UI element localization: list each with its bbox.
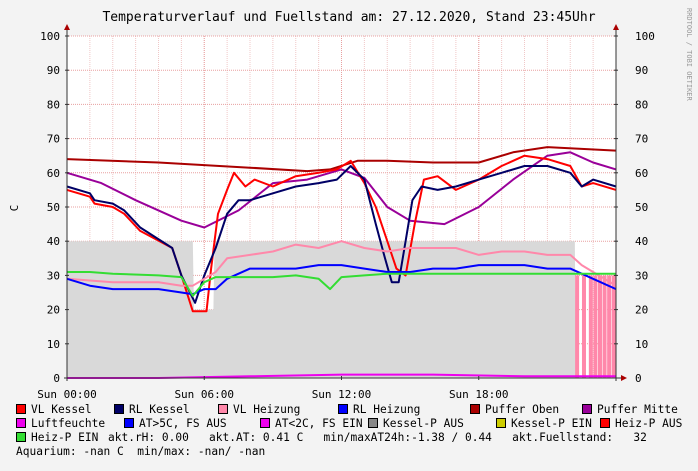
legend-item-rl-heizung: RL Heizung [338, 403, 420, 417]
legend-item-vl-heizung: VL Heizung [218, 403, 300, 417]
legend-label: Kessel-P AUS [383, 417, 464, 430]
legend-swatch [114, 404, 124, 414]
legend-label: Luftfeuchte [31, 417, 106, 430]
y-axis-label: C [8, 205, 21, 212]
bar-heiz-p-aus [593, 275, 598, 378]
y-tick-label-right: 30 [635, 269, 648, 282]
series-line-rl-kessel [66, 165, 617, 304]
series-line-rl-heizung [66, 264, 617, 296]
legend-label: Kessel-P EIN [511, 417, 592, 430]
y-tick-label-right: 90 [635, 64, 648, 77]
y-tick-label-right: 50 [635, 201, 648, 214]
series-line-heiz-p-ein [67, 271, 616, 297]
legend-item-at-above-5c: AT>5C, FS AUS [124, 417, 227, 431]
legend-swatch [16, 432, 26, 442]
current-values-readout: akt.rH: 0.00 akt.AT: 0.41 C min/maxAT24h… [108, 431, 647, 444]
bar-heiz-p-aus [607, 275, 612, 378]
x-tick-label: Sun 18:00 [449, 388, 509, 400]
x-axis-arrow [621, 375, 627, 381]
legend-swatch [16, 418, 26, 428]
aquarium-readout: Aquarium: -nan C min/max: -nan/ -nan [16, 445, 266, 458]
legend-item-puffer-mitte: Puffer Mitte [582, 403, 678, 417]
y-tick-label-right: 20 [635, 304, 648, 317]
bar-heiz-p-aus [575, 275, 580, 378]
y-tick-label-left: 90 [47, 64, 60, 77]
legend-label: Puffer Oben [485, 403, 560, 416]
rrdtool-watermark: RRDTOOL / TOBI OETIKER [685, 8, 693, 102]
y-tick-label-left: 50 [47, 201, 60, 214]
legend-label: RL Kessel [129, 403, 190, 416]
y-tick-label-left: 100 [40, 30, 60, 43]
legend-label: Puffer Mitte [597, 403, 678, 416]
y-tick-label-right: 100 [635, 30, 655, 43]
legend-label: Heiz-P AUS [615, 417, 683, 430]
legend-row-4: Aquarium: -nan C min/max: -nan/ -nan [16, 445, 696, 459]
legend-item-luftfeuchte: Luftfeuchte [16, 417, 105, 431]
y-tick-label-right: 10 [635, 338, 648, 351]
legend-swatch [16, 404, 26, 414]
y-tick-label-right: 40 [635, 235, 648, 248]
legend-label: VL Heizung [233, 403, 301, 416]
y-tick-label-left: 40 [47, 235, 60, 248]
legend-swatch [338, 404, 348, 414]
legend-item-kessel-p-aus: Kessel-P AUS [368, 417, 464, 431]
legend-row-1: VL Kessel RL Kessel VL Heizung RL Heizun… [16, 403, 696, 417]
legend-label: RL Heizung [353, 403, 421, 416]
y-tick-label-left: 20 [47, 304, 60, 317]
legend-swatch [124, 418, 134, 428]
legend-label: VL Kessel [31, 403, 92, 416]
bar-heiz-p-aus [581, 275, 586, 378]
legend-item-kessel-p-ein: Kessel-P EIN [496, 417, 592, 431]
legend-item-vl-kessel: VL Kessel [16, 403, 92, 417]
legend-label: Heiz-P EIN [31, 431, 99, 444]
legend-swatch [470, 404, 480, 414]
legend-label: AT>5C, FS AUS [139, 417, 227, 430]
y-tick-label-left: 0 [53, 372, 60, 385]
y-tick-label-right: 70 [635, 133, 648, 146]
y-axis-arrow-left [64, 24, 70, 30]
y-tick-label-left: 10 [47, 338, 60, 351]
x-tick-label: Sun 00:00 [37, 388, 97, 400]
legend-item-puffer-oben: Puffer Oben [470, 403, 559, 417]
chart-svg: 0 0 10 10 20 20 30 30 40 40 50 50 60 60 70 70 80 80 90 90 10… [8, 8, 693, 400]
y-axis-arrow-right [613, 24, 619, 30]
y-tick-label-right: 60 [635, 167, 648, 180]
bar-heiz-p-aus [588, 275, 593, 378]
legend-label: AT<2C, FS EIN [275, 417, 363, 430]
bar-heiz-p-aus [597, 275, 602, 378]
legend-item-heiz-p-ein: Heiz-P EIN [16, 431, 98, 445]
legend-swatch [260, 418, 270, 428]
y-tick-label-left: 70 [47, 133, 60, 146]
legend-swatch [582, 404, 592, 414]
legend-item-heiz-p-aus: Heiz-P AUS [600, 417, 682, 431]
legend-swatch [600, 418, 610, 428]
legend-swatch [496, 418, 506, 428]
bar-heiz-p-aus [611, 275, 616, 378]
legend-row-2: Luftfeuchte AT>5C, FS AUS AT<2C, FS EIN … [16, 417, 696, 431]
legend-row-3: Heiz-P EIN akt.rH: 0.00 akt.AT: 0.41 C m… [16, 431, 696, 445]
y-tick-label-left: 30 [47, 269, 60, 282]
series-line-puffer-mitte [66, 151, 617, 229]
legend-item-at-below-2c: AT<2C, FS EIN [260, 417, 363, 431]
chart-title: Temperaturverlauf und Fuellstand am: 27.… [102, 10, 595, 25]
y-tick-label-right: 80 [635, 98, 648, 111]
legend-item-rl-kessel: RL Kessel [114, 403, 190, 417]
y-tick-label-left: 60 [47, 167, 60, 180]
y-tick-label-left: 80 [47, 98, 60, 111]
bar-heiz-p-aus [602, 275, 607, 378]
legend-swatch [368, 418, 378, 428]
x-tick-label: Sun 12:00 [312, 388, 372, 400]
x-tick-label: Sun 06:00 [174, 388, 234, 400]
y-tick-label-right: 0 [635, 372, 642, 385]
series-area-kessel-p-aus [67, 241, 616, 378]
legend: VL Kessel RL Kessel VL Heizung RL Heizun… [16, 403, 696, 459]
series-line-puffer-oben [66, 146, 617, 173]
series-line-vl-heizung [66, 240, 617, 287]
legend-swatch [218, 404, 228, 414]
